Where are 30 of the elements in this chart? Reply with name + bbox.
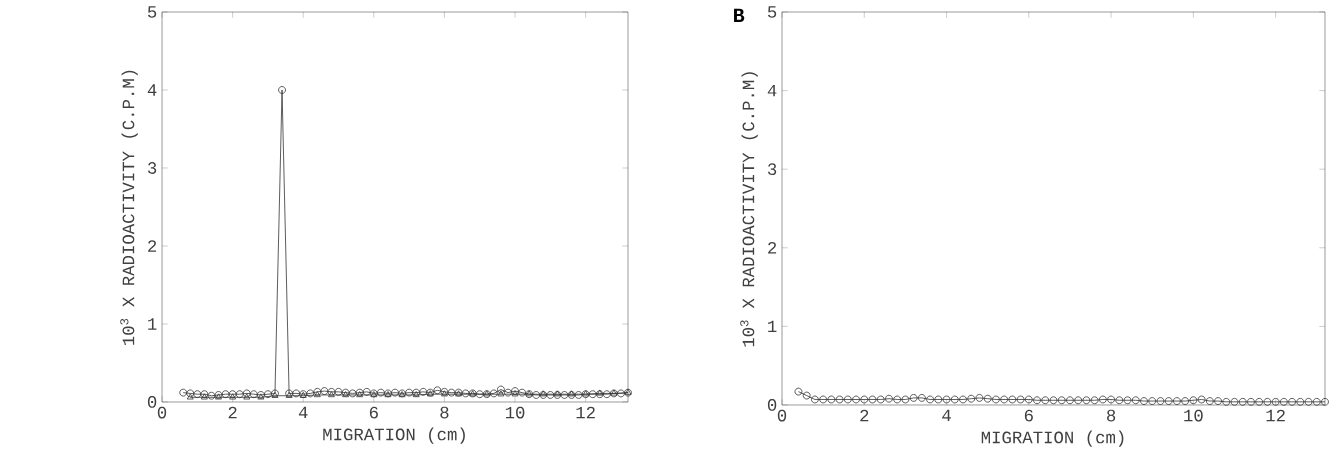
y-tick-label: 3	[767, 163, 777, 176]
y-axis-title: 10$^{3}$ X RADIOACTIVITY (C.P.M)	[740, 72, 758, 347]
x-tick-label: 10	[1184, 409, 1203, 422]
x-tick-label: 12	[576, 406, 595, 419]
x-tick-label: 2	[228, 406, 237, 419]
chart-title: B	[734, 8, 745, 22]
x-axis-title: MIGRATION (cm)	[981, 430, 1124, 447]
y-axis-title: 10$^{3}$ X RADIOACTIVITY (C.P.M)	[120, 70, 138, 345]
y-tick-label: 0	[147, 396, 157, 408]
y-tick-label: 2	[148, 240, 157, 252]
y-tick-label: 2	[768, 241, 777, 254]
x-tick-label: 4	[298, 406, 308, 419]
x-tick-label: 6	[369, 406, 378, 419]
y-tick-label: 4	[767, 84, 777, 97]
x-tick-label: 0	[777, 409, 787, 422]
x-tick-label: 2	[860, 409, 869, 422]
x-tick-label: 0	[157, 406, 167, 419]
y-tick-label: 1	[768, 320, 777, 333]
x-tick-label: 12	[1266, 409, 1285, 422]
y-tick-label: 1	[148, 318, 157, 330]
x-axis-title: MIGRATION (cm)	[323, 427, 465, 444]
x-tick-label: 8	[440, 406, 449, 419]
x-tick-label: 8	[1107, 409, 1116, 422]
x-tick-label: 4	[942, 409, 951, 422]
x-tick-label: 10	[505, 406, 525, 419]
y-tick-label: 5	[767, 6, 777, 18]
y-tick-label: 3	[147, 162, 157, 174]
x-tick-label: 6	[1024, 409, 1033, 422]
y-tick-label: 4	[147, 84, 157, 96]
y-tick-label: 5	[147, 6, 157, 18]
